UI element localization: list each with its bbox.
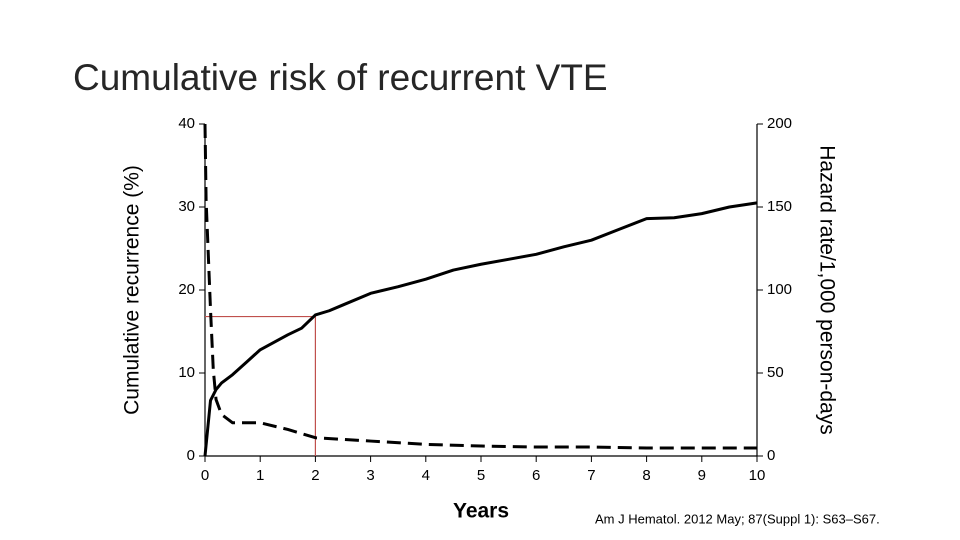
x-tick-label: 2 [311,467,319,484]
x-tick-label: 9 [698,467,706,484]
source-citation: Am J Hematol. 2012 May; 87(Suppl 1): S63… [595,511,880,526]
y2-tick-label: 0 [767,447,775,464]
x-tick-label: 0 [201,467,209,484]
y-axis-label: Cumulative recurrence (%) [121,165,144,415]
x-tick-label: 6 [532,467,540,484]
dashed-line [203,123,757,450]
x-tick-label: 5 [477,467,485,484]
x-tick-label: 3 [366,467,374,484]
x-axis-label: Years [453,500,509,523]
x-tick-label: 7 [587,467,595,484]
y2-axis-label: Hazard rate/1,000 person-days [815,145,838,435]
y2-tick-label: 150 [767,198,792,215]
slide-title: Cumulative risk of recurrent VTE [73,57,608,98]
y-tick-label: 40 [178,115,195,132]
y-tick-label: 30 [178,198,195,215]
solid-line [203,201,758,457]
x-tick-label: 10 [749,467,766,484]
y-tick-label: 20 [178,281,195,298]
y2-tick-label: 50 [767,364,784,381]
x-tick-label: 4 [422,467,430,484]
x-tick-label: 8 [642,467,650,484]
x-tick-label: 1 [256,467,264,484]
y-tick-label: 0 [187,447,195,464]
y2-tick-label: 100 [767,281,792,298]
y2-tick-label: 200 [767,115,792,132]
y-tick-label: 10 [178,364,195,381]
